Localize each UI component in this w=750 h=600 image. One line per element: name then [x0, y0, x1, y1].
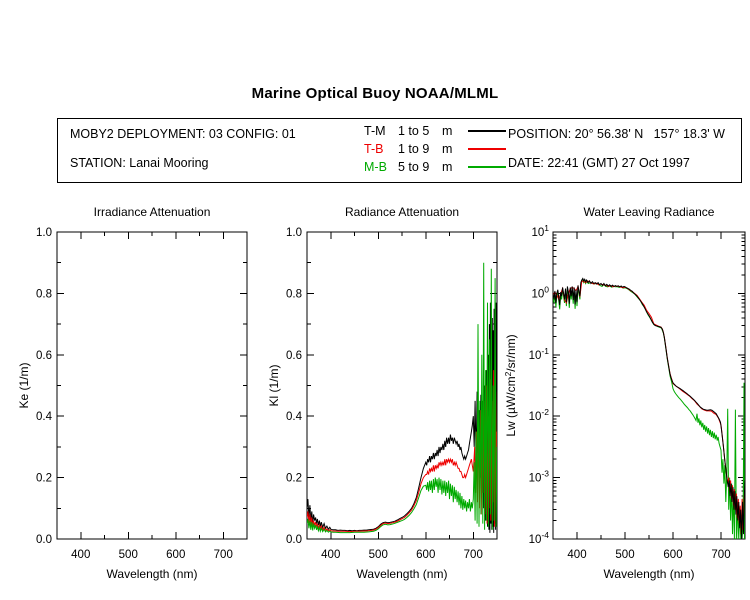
- x-tick-label: 400: [321, 549, 340, 561]
- y-axis-label: Lw (µW/cm2/sr/nm): [503, 334, 518, 436]
- y-tick-label: 0.0: [286, 534, 302, 546]
- y-tick-label: 1.0: [286, 227, 302, 239]
- y-tick-label: 0.8: [286, 288, 302, 300]
- legend-unit-tm: m: [442, 124, 453, 138]
- x-tick-label: 700: [711, 549, 730, 561]
- y-tick-label: 0.6: [36, 350, 52, 362]
- x-tick-label: 700: [214, 549, 233, 561]
- x-tick-label: 400: [71, 549, 90, 561]
- axes-radiance-attenuation: [306, 231, 498, 540]
- legend-item-tb: T-B 1 to 9 m: [364, 140, 506, 158]
- y-tick-label: 10-1: [529, 346, 550, 362]
- series-t-b-line: [307, 370, 497, 533]
- series-m-b-line: [307, 262, 497, 534]
- y-tick-label: 10-2: [529, 407, 550, 423]
- x-tick-label: 500: [369, 549, 388, 561]
- chart-title: Irradiance Attenuation: [94, 205, 211, 219]
- chart-title: Water Leaving Radiance: [584, 205, 715, 219]
- legend-item-tm: T-M 1 to 5 m: [364, 122, 506, 140]
- legend-label-tm: T-M: [364, 124, 386, 138]
- info-box: MOBY2 DEPLOYMENT: 03 CONFIG: 01 STATION:…: [57, 118, 742, 183]
- plot-frame: [552, 231, 746, 540]
- y-tick-label: 10-3: [529, 469, 550, 485]
- y-tick-label: 0.2: [36, 473, 52, 485]
- y-tick-label: 0.0: [36, 534, 52, 546]
- legend-range-tm: 1 to 5: [398, 124, 430, 138]
- x-axis-label: Wavelength (nm): [107, 567, 198, 581]
- deployment-config-text: MOBY2 DEPLOYMENT: 03 CONFIG: 01: [70, 127, 296, 141]
- x-tick-label: 600: [663, 549, 682, 561]
- chart-water-leaving-radiance: 400 500 600 700 101 100 10-1 10-2 10-3 10-4 Water …: [503, 205, 746, 581]
- y-tick-label: 101: [531, 223, 549, 239]
- chart-radiance-attenuation: 400 500 600 700 0.0 0.2 0.4 0.6 0.8 1.0 Radiance A…: [267, 205, 498, 581]
- axes-irradiance-attenuation: [56, 231, 248, 540]
- x-tick-label: 400: [567, 549, 586, 561]
- plot-frame: [56, 231, 248, 540]
- y-tick-label: 0.4: [36, 411, 53, 423]
- y-tick-label: 0.2: [286, 473, 302, 485]
- x-tick-label: 600: [166, 549, 185, 561]
- chart-irradiance-attenuation: 400 500 600 700 0.0 0.2 0.4 0.6 0.8 1.0 Irradiance…: [17, 205, 248, 581]
- y-tick-label: 0.6: [286, 350, 302, 362]
- y-tick-label: 0.8: [36, 288, 52, 300]
- x-axis-label: Wavelength (nm): [357, 567, 448, 581]
- charts-canvas: 400 500 600 700 0.0 0.2 0.4 0.6 0.8 1.0 Irradiance…: [17, 205, 746, 581]
- legend-line-sample-tb: [468, 148, 506, 150]
- position-text: POSITION: 20° 56.38' N 157° 18.3' W: [508, 127, 725, 141]
- x-axis-label: Wavelength (nm): [604, 567, 695, 581]
- series-t-m-line: [307, 302, 497, 533]
- y-tick-label: 10-4: [529, 530, 550, 546]
- legend-line-sample-mb: [468, 166, 506, 168]
- y-tick-label: 0.4: [286, 411, 303, 423]
- legend-line-sample-tm: [468, 130, 506, 132]
- legend-label-tb: T-B: [364, 142, 384, 156]
- series-m-b-line: [553, 278, 745, 539]
- legend-unit-mb: m: [442, 160, 453, 174]
- y-axis-label: Kl (1/m): [267, 364, 281, 406]
- legend-range-tb: 1 to 9: [398, 142, 430, 156]
- y-tick-label: 1.0: [36, 227, 52, 239]
- x-tick-label: 600: [416, 549, 435, 561]
- axes-water-leaving-radiance: [552, 231, 746, 540]
- x-tick-label: 500: [615, 549, 634, 561]
- legend-label-mb: M-B: [364, 160, 387, 174]
- y-tick-label: 100: [531, 284, 549, 300]
- legend-range-mb: 5 to 9: [398, 160, 430, 174]
- series-t-m-line: [553, 277, 745, 539]
- x-tick-label: 700: [464, 549, 483, 561]
- date-text: DATE: 22:41 (GMT) 27 Oct 1997: [508, 156, 690, 170]
- series-t-b-line: [553, 280, 745, 535]
- x-tick-label: 500: [119, 549, 138, 561]
- series-legend: T-M 1 to 5 m T-B 1 to 9 m M-B 5 to 9 m: [364, 122, 506, 176]
- y-axis-label: Ke (1/m): [17, 362, 31, 408]
- legend-unit-tb: m: [442, 142, 453, 156]
- plot-frame: [306, 231, 498, 540]
- chart-title: Radiance Attenuation: [345, 205, 459, 219]
- legend-item-mb: M-B 5 to 9 m: [364, 158, 506, 176]
- station-text: STATION: Lanai Mooring: [70, 156, 209, 170]
- page-title: Marine Optical Buoy NOAA/MLML: [251, 85, 499, 102]
